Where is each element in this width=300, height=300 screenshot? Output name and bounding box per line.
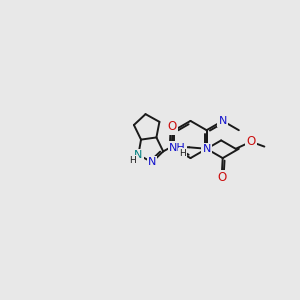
- Text: N: N: [148, 157, 156, 167]
- Text: O: O: [217, 171, 226, 184]
- Text: N: N: [202, 144, 211, 154]
- Text: NH: NH: [169, 142, 186, 153]
- Text: N: N: [218, 116, 227, 126]
- Text: H: H: [130, 156, 136, 165]
- Text: O: O: [168, 120, 177, 134]
- Text: H: H: [179, 149, 186, 158]
- Text: O: O: [246, 135, 256, 148]
- Text: N: N: [134, 150, 142, 160]
